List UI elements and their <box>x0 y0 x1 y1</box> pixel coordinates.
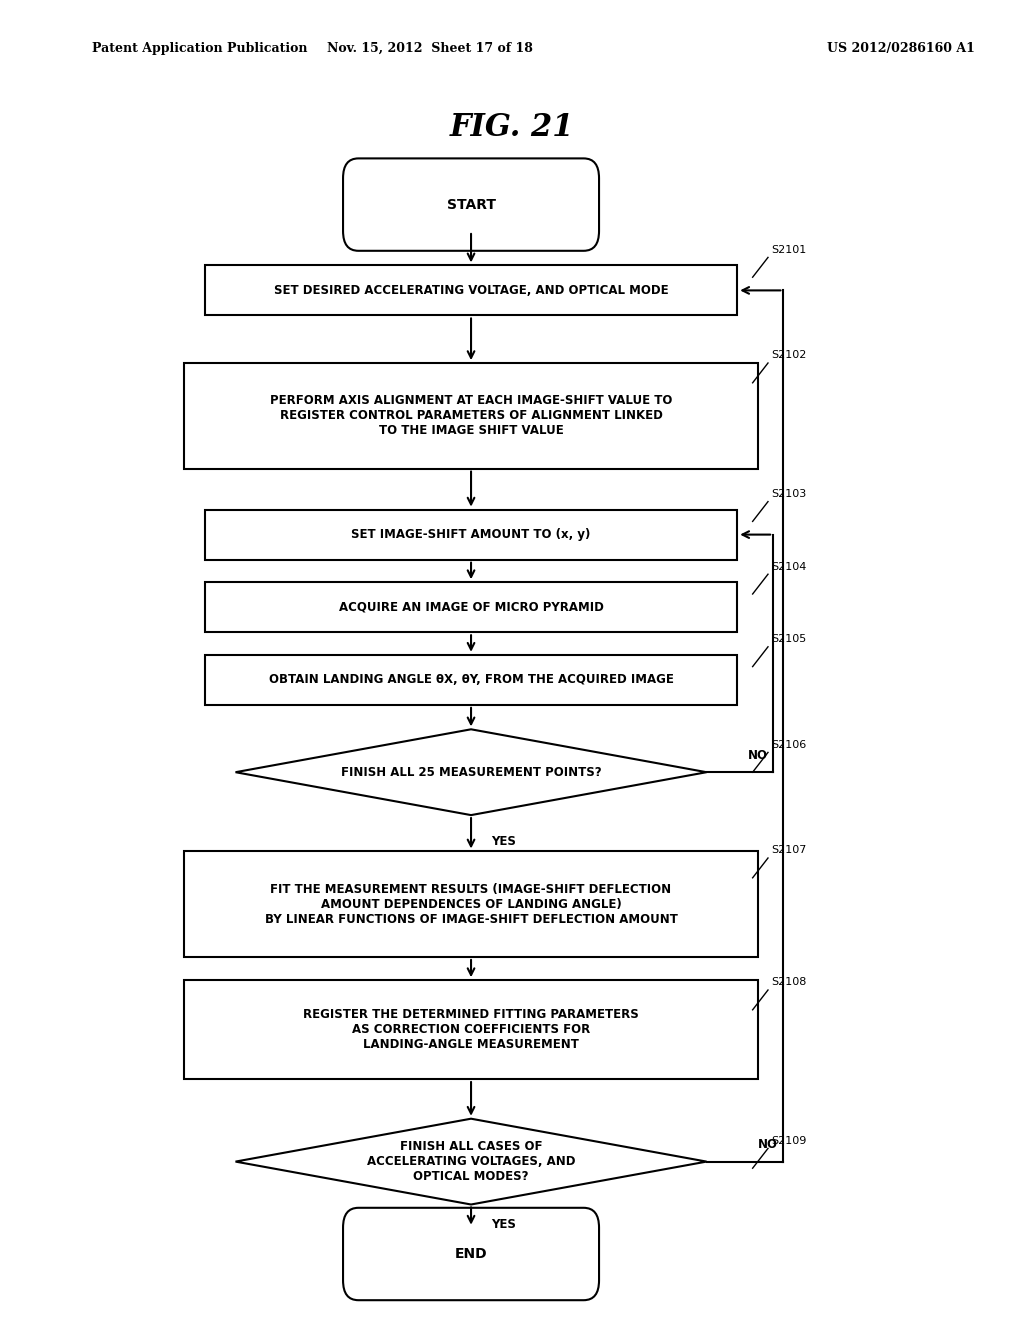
Text: NO: NO <box>758 1138 778 1151</box>
Text: REGISTER THE DETERMINED FITTING PARAMETERS
AS CORRECTION COEFFICIENTS FOR
LANDIN: REGISTER THE DETERMINED FITTING PARAMETE… <box>303 1008 639 1051</box>
Text: ACQUIRE AN IMAGE OF MICRO PYRAMID: ACQUIRE AN IMAGE OF MICRO PYRAMID <box>339 601 603 614</box>
Bar <box>184 979 758 1080</box>
Polygon shape <box>236 729 707 816</box>
Text: PERFORM AXIS ALIGNMENT AT EACH IMAGE-SHIFT VALUE TO
REGISTER CONTROL PARAMETERS : PERFORM AXIS ALIGNMENT AT EACH IMAGE-SHI… <box>270 395 672 437</box>
Text: START: START <box>446 198 496 211</box>
Text: SET DESIRED ACCELERATING VOLTAGE, AND OPTICAL MODE: SET DESIRED ACCELERATING VOLTAGE, AND OP… <box>273 284 669 297</box>
Text: S2107: S2107 <box>771 845 807 855</box>
FancyBboxPatch shape <box>343 158 599 251</box>
Text: S2108: S2108 <box>771 977 807 987</box>
Bar <box>205 655 737 705</box>
Text: S2106: S2106 <box>771 739 806 750</box>
Text: US 2012/0286160 A1: US 2012/0286160 A1 <box>827 42 975 55</box>
Text: Nov. 15, 2012  Sheet 17 of 18: Nov. 15, 2012 Sheet 17 of 18 <box>327 42 534 55</box>
Text: S2104: S2104 <box>771 561 807 572</box>
Text: S2109: S2109 <box>771 1135 807 1146</box>
Bar <box>205 510 737 560</box>
Text: FIT THE MEASUREMENT RESULTS (IMAGE-SHIFT DEFLECTION
AMOUNT DEPENDENCES OF LANDIN: FIT THE MEASUREMENT RESULTS (IMAGE-SHIFT… <box>264 883 678 925</box>
Text: END: END <box>455 1247 487 1261</box>
Text: OBTAIN LANDING ANGLE θX, θY, FROM THE ACQUIRED IMAGE: OBTAIN LANDING ANGLE θX, θY, FROM THE AC… <box>268 673 674 686</box>
Text: Patent Application Publication: Patent Application Publication <box>92 42 307 55</box>
Bar <box>184 363 758 469</box>
Text: NO: NO <box>748 748 768 762</box>
Bar <box>205 582 737 632</box>
Bar <box>184 851 758 957</box>
Text: SET IMAGE-SHIFT AMOUNT TO (x, y): SET IMAGE-SHIFT AMOUNT TO (x, y) <box>351 528 591 541</box>
Text: FINISH ALL CASES OF
ACCELERATING VOLTAGES, AND
OPTICAL MODES?: FINISH ALL CASES OF ACCELERATING VOLTAGE… <box>367 1140 575 1183</box>
FancyBboxPatch shape <box>343 1208 599 1300</box>
Text: S2101: S2101 <box>771 244 806 255</box>
Text: YES: YES <box>492 1217 516 1230</box>
Text: FIG. 21: FIG. 21 <box>450 112 574 143</box>
Text: S2102: S2102 <box>771 350 807 360</box>
Text: S2105: S2105 <box>771 634 806 644</box>
Text: S2103: S2103 <box>771 488 806 499</box>
Text: FINISH ALL 25 MEASUREMENT POINTS?: FINISH ALL 25 MEASUREMENT POINTS? <box>341 766 601 779</box>
Bar <box>205 265 737 315</box>
Text: YES: YES <box>492 836 516 847</box>
Polygon shape <box>236 1119 707 1204</box>
